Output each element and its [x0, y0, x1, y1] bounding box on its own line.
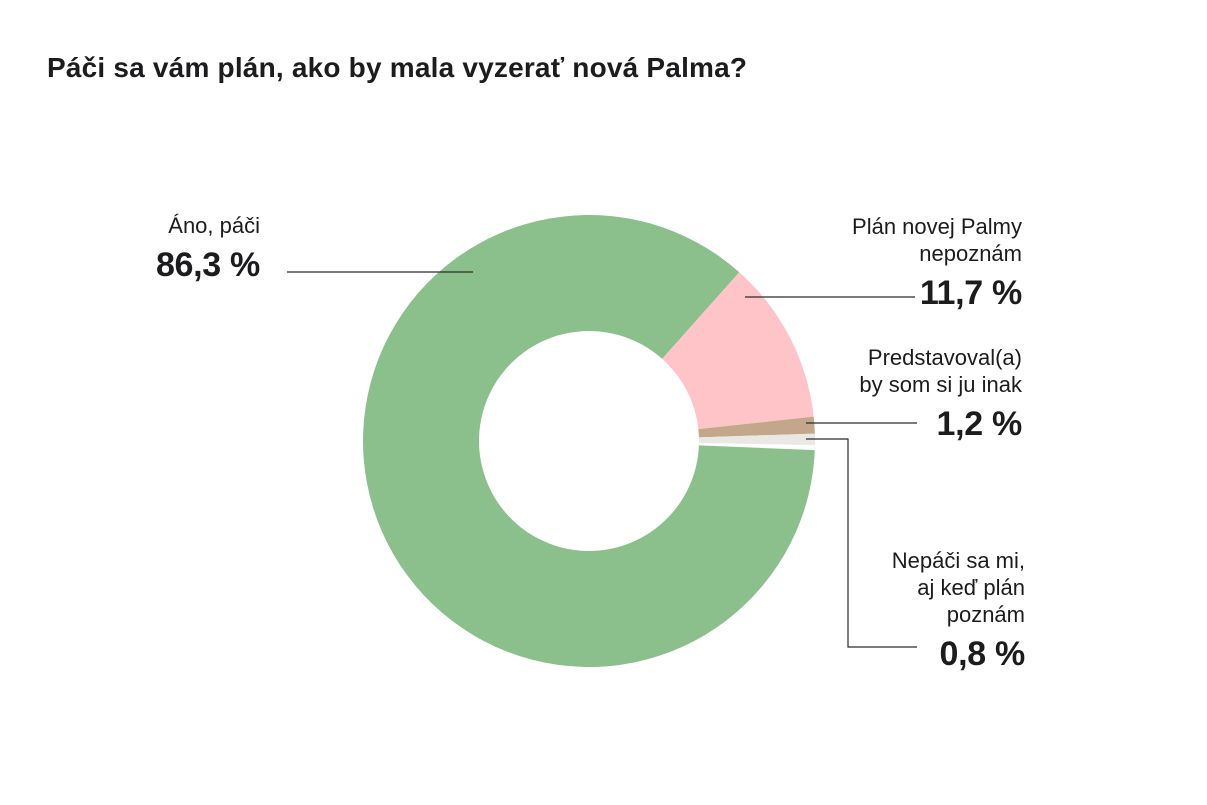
callout-inak: Predstavoval(a) by som si ju inak 1,2 %	[859, 344, 1022, 444]
slice-label-inak: Predstavoval(a) by som si ju inak	[859, 345, 1022, 397]
slice-label-nepaci: Nepáči sa mi, aj keď plán poznám	[891, 548, 1025, 627]
slice-value-plan-nepoznam: 11,7 %	[919, 274, 1022, 312]
callout-plan-nepoznam: Plán novej Palmy nepoznám 11,7 %	[852, 213, 1022, 313]
callout-nepaci: Nepáči sa mi, aj keď plán poznám 0,8 %	[891, 547, 1026, 674]
slice-value-nepaci: 0,8 %	[939, 635, 1026, 673]
slice-value-ano-paci: 86,3 %	[155, 246, 260, 284]
slice-label-ano-paci: Áno, páči	[168, 213, 260, 238]
donut-slices	[363, 215, 816, 668]
donut-slice-3	[698, 416, 815, 438]
leader-line-nepaci	[806, 438, 917, 648]
leader-lines	[287, 271, 917, 648]
donut-slice-1	[363, 215, 815, 668]
slice-value-inak: 1,2 %	[936, 405, 1023, 443]
donut-slice-4	[698, 433, 816, 445]
callout-ano-paci: Áno, páči 86,3 %	[156, 212, 260, 285]
chart-title: Páči sa vám plán, ako by mala vyzerať no…	[47, 52, 748, 83]
slice-gap-separator	[698, 442, 815, 451]
donut-slice-2	[662, 272, 814, 430]
slice-label-plan-nepoznam: Plán novej Palmy nepoznám	[852, 214, 1022, 266]
